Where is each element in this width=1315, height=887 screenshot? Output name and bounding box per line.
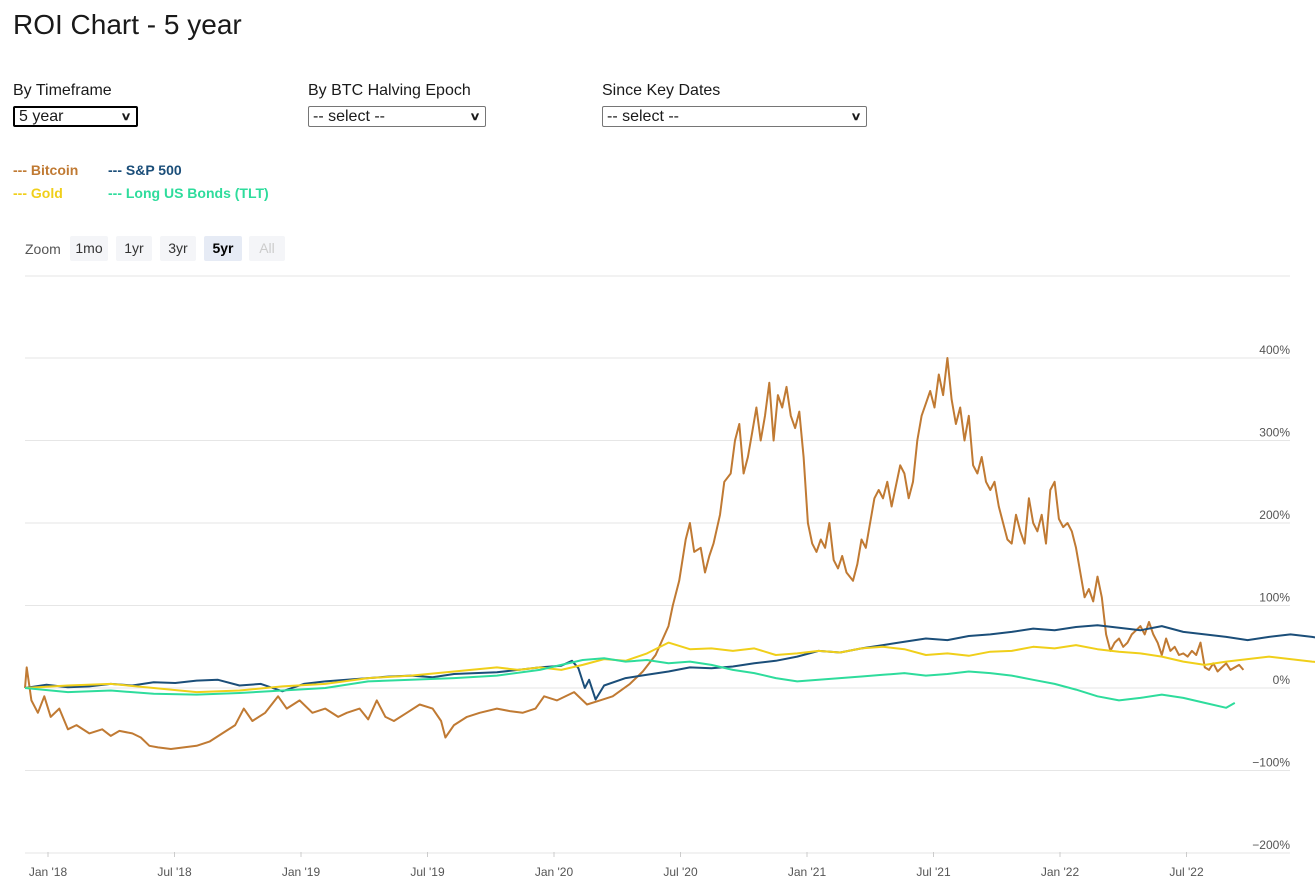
x-tick-label: Jan '22 [1041, 865, 1080, 879]
zoom-3yr-button[interactable]: 3yr [160, 236, 196, 261]
y-tick-label: 200% [1259, 508, 1290, 522]
chevron-down-icon: ∨ [120, 111, 132, 123]
key-dates-value: -- select -- [607, 107, 679, 125]
legend-bitcoin[interactable]: --- Bitcoin [13, 162, 79, 178]
x-tick-label: Jan '18 [29, 865, 68, 879]
y-tick-label: 0% [1273, 673, 1291, 687]
timeframe-select[interactable]: 5 year ∨ [13, 106, 138, 127]
legend-sp500[interactable]: --- S&P 500 [108, 162, 182, 178]
series-line-long-us-bonds-tlt [24, 657, 1236, 709]
zoom-5yr-button[interactable]: 5yr [204, 236, 242, 261]
x-tick-label: Jul '19 [410, 865, 445, 879]
key-dates-filter: Since Key Dates -- select -- ∨ [602, 82, 867, 127]
x-tick-label: Jan '20 [535, 865, 574, 879]
halving-value: -- select -- [313, 107, 385, 125]
y-tick-label: −200% [1252, 838, 1290, 852]
timeframe-label: By Timeframe [13, 82, 112, 99]
timeframe-value: 5 year [19, 107, 64, 125]
x-tick-label: Jul '18 [157, 865, 192, 879]
legend-tlt[interactable]: --- Long US Bonds (TLT) [108, 185, 269, 201]
series-line-bitcoin [24, 357, 1245, 750]
timeframe-filter: By Timeframe 5 year ∨ [13, 82, 138, 127]
zoom-label: Zoom [25, 241, 61, 257]
halving-select[interactable]: -- select -- ∨ [308, 106, 486, 127]
series-line-gold [24, 641, 1315, 694]
chevron-down-icon: ∨ [469, 111, 481, 123]
zoom-1mo-button[interactable]: 1mo [70, 236, 108, 261]
y-tick-label: 400% [1259, 343, 1290, 357]
x-tick-label: Jan '19 [282, 865, 321, 879]
x-tick-label: Jan '21 [788, 865, 827, 879]
key-dates-label: Since Key Dates [602, 82, 721, 99]
key-dates-select[interactable]: -- select -- ∨ [602, 106, 867, 127]
legend-gold[interactable]: --- Gold [13, 185, 63, 201]
zoom-1yr-button[interactable]: 1yr [116, 236, 152, 261]
halving-label: By BTC Halving Epoch [308, 82, 471, 99]
zoom-all-button[interactable]: All [249, 236, 285, 261]
x-tick-label: Jul '22 [1169, 865, 1204, 879]
y-tick-label: 100% [1259, 591, 1290, 605]
y-tick-label: −100% [1252, 756, 1290, 770]
y-tick-label: 300% [1259, 426, 1290, 440]
page-title: ROI Chart - 5 year [13, 9, 242, 40]
chevron-down-icon: ∨ [850, 111, 862, 123]
halving-filter: By BTC Halving Epoch -- select -- ∨ [308, 82, 486, 127]
x-tick-label: Jul '21 [916, 865, 951, 879]
x-tick-label: Jul '20 [663, 865, 698, 879]
